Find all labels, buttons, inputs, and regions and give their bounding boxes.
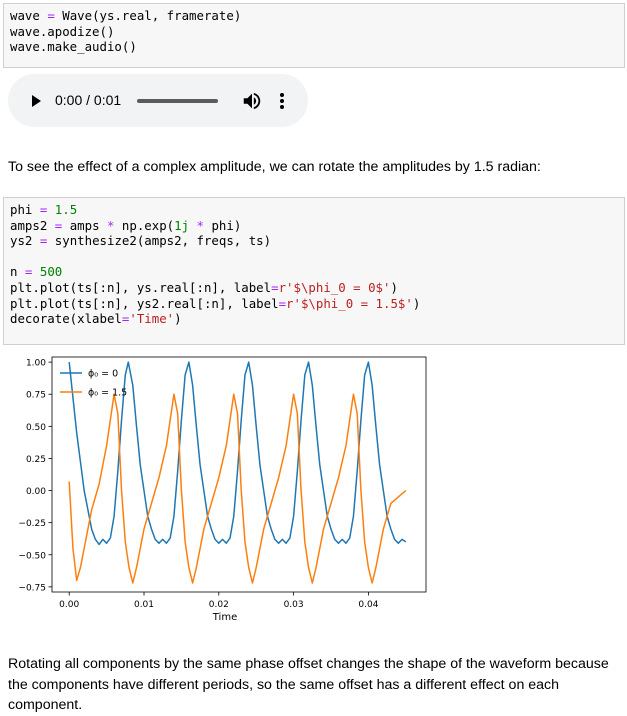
code-line: wave.apodize() — [10, 24, 618, 40]
code-token: = — [47, 8, 55, 23]
x-axis-label: Time — [212, 612, 237, 623]
y-tick-label: 1.00 — [26, 359, 46, 369]
y-tick-label: 0.50 — [26, 423, 46, 433]
code-token — [189, 218, 196, 233]
y-tick-label: 0.75 — [26, 391, 46, 401]
volume-icon[interactable] — [241, 90, 263, 112]
code-token: 1j — [174, 217, 190, 233]
code-line: plt.plot(ts[:n], ys.real[:n], label=r'$\… — [10, 280, 618, 296]
code-token: r'$\phi_0 = 1.5$' — [286, 295, 413, 311]
code-cell-1[interactable]: wave = Wave(ys.real, framerate) wave.apod… — [3, 3, 625, 68]
series-line-1 — [68, 393, 407, 584]
legend-label-0: ϕ₀ = 0 — [88, 369, 118, 380]
code-token: = — [39, 233, 48, 249]
code-token: amps2 — [10, 217, 55, 233]
x-tick-label: 0.00 — [59, 600, 79, 610]
y-tick-label: −0.75 — [18, 583, 46, 593]
waveform-plot: 1.00 0.75 0.50 0.25 0.00 −0.25 −0.50 −0.75 0.00 0… — [18, 356, 427, 623]
code-token — [32, 264, 39, 279]
code-token: phi) — [204, 217, 242, 233]
code-token: = — [278, 295, 287, 311]
audio-player[interactable]: 0:00 / 0:01 — [8, 74, 308, 127]
play-icon[interactable] — [32, 95, 41, 107]
code-token: 500 — [39, 264, 63, 280]
legend-label-1: ϕ₀ = 1.5 — [88, 388, 127, 399]
audio-time: 0:00 / 0:01 — [55, 92, 122, 108]
code-token: 'Time' — [129, 311, 175, 327]
x-tick-label: 0.02 — [209, 600, 229, 610]
series-line-0 — [68, 361, 407, 546]
code-line: n = 500 — [10, 264, 618, 280]
code-token: ) — [412, 295, 421, 311]
code-token: n — [10, 264, 25, 280]
code-token: wave — [10, 8, 48, 23]
code-token: 1.5 — [54, 202, 78, 217]
code-token: * — [107, 217, 115, 233]
x-tick-label: 0.03 — [284, 600, 304, 610]
code-token: = — [121, 311, 130, 327]
code-token: ys2 — [10, 233, 40, 249]
x-tick-label: 0.01 — [134, 600, 154, 610]
explanation-paragraph: Rotating all components by the same phas… — [8, 656, 609, 713]
code-token: wave.apodize() — [10, 23, 115, 39]
code-token: wave.make_audio() — [10, 39, 137, 55]
y-tick-label: 0.00 — [26, 487, 46, 497]
code-token: Wave(ys.real, framerate) — [54, 8, 242, 23]
code-token: phi — [10, 202, 40, 217]
y-tick-label: 0.25 — [26, 455, 46, 465]
code-token: = — [24, 264, 33, 280]
code-line — [10, 249, 618, 265]
audio-progress-bar[interactable] — [137, 99, 218, 103]
code-token: synthesize2(amps2, freqs, ts) — [47, 233, 272, 249]
code-token: decorate(xlabel — [10, 311, 122, 327]
code-token: plt.plot(ts[:n], ys2.real[:n], label — [10, 295, 279, 311]
code-line: amps2 = amps * np.exp(1j * phi) — [10, 218, 618, 234]
code-line: decorate(xlabel='Time') — [10, 311, 618, 327]
code-token: = — [271, 279, 279, 295]
code-token: = — [39, 202, 48, 217]
code-token: r'$\phi_0 = 0$' — [278, 279, 391, 295]
code-token: ) — [174, 311, 182, 327]
code-line: wave.make_audio() — [10, 39, 618, 55]
code-token: = — [54, 217, 63, 233]
code-line: plt.plot(ts[:n], ys2.real[:n], label=r'$… — [10, 296, 618, 312]
code-token: amps — [62, 217, 107, 233]
more-options-icon[interactable] — [275, 90, 289, 112]
code-token: plt.plot(ts[:n], ys.real[:n], label — [10, 279, 272, 295]
code-token — [47, 202, 54, 217]
y-tick-label: −0.25 — [18, 519, 46, 529]
code-token: ) — [390, 279, 398, 295]
code-token: np.exp( — [114, 217, 175, 233]
x-tick-label: 0.04 — [358, 600, 378, 610]
code-cell-2[interactable]: phi = 1.5 amps2 = amps * np.exp(1j * phi)… — [3, 197, 625, 345]
y-tick-label: −0.50 — [18, 551, 46, 561]
code-line: phi = 1.5 — [10, 202, 618, 218]
code-line: ys2 = synthesize2(amps2, freqs, ts) — [10, 233, 618, 249]
code-line: wave = Wave(ys.real, framerate) — [10, 8, 618, 24]
markdown-text: To see the effect of a complex amplitude… — [8, 159, 541, 175]
code-token: * — [196, 217, 205, 233]
